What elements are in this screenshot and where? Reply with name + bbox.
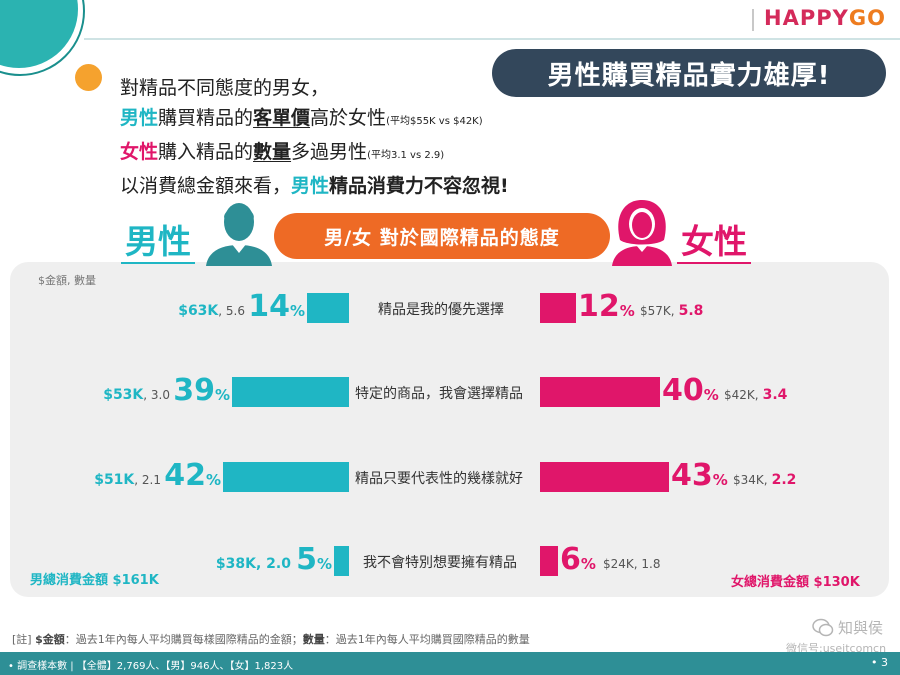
- men-amount: $38K, 2.0: [215, 556, 291, 572]
- women-percent-label: 40%: [662, 373, 719, 408]
- percent-sign: %: [289, 302, 305, 320]
- unit-label: $金額, 數量: [38, 274, 96, 287]
- women-amount: $42K,: [724, 388, 759, 402]
- men-percent-value: 5: [296, 542, 317, 577]
- women-bar: [540, 377, 660, 407]
- watermark-subtitle: 微信号:useitcomcn: [786, 642, 887, 655]
- women-count: 5.8: [678, 303, 704, 319]
- happygo-logo: HAPPYGO: [764, 6, 886, 30]
- women-percent-value: 40: [662, 373, 704, 408]
- percent-sign: %: [703, 386, 719, 404]
- bullet-dot: [75, 64, 102, 91]
- header-divider: [84, 38, 900, 40]
- men-percent-label: 39%: [173, 373, 230, 408]
- women-total: 女總消費金額 $130K: [731, 575, 860, 590]
- men-amount-label: $63K, 5.6: [178, 303, 245, 319]
- women-percent-label: 12%: [578, 289, 635, 324]
- men-total: 男總消費金額 $161K: [30, 573, 159, 588]
- women-amount: $57K,: [640, 304, 675, 318]
- chart-panel: [10, 262, 889, 597]
- intro-line-4: 以消費總金額來看，男性精品消費力不容忽視!: [120, 175, 509, 197]
- intro-line-3: 女性購入精品的數量多過男性(平均3.1 vs 2.9): [120, 141, 445, 163]
- men-count: , 2.1: [134, 473, 161, 487]
- women-percent-value: 43: [671, 458, 713, 493]
- women-percent-value: 12: [578, 289, 620, 324]
- women-percent-value: 6: [560, 542, 581, 577]
- men-bar: [232, 377, 349, 407]
- men-bar: [223, 462, 349, 492]
- percent-sign: %: [214, 386, 230, 404]
- men-percent-value: 39: [173, 373, 215, 408]
- men-amount: $53K: [103, 387, 144, 403]
- men-amount-label: $38K, 2.0: [216, 556, 291, 572]
- intro-text: 對精品不同態度的男女， 男性購買精品的客單價高於女性(平均$55K vs $42…: [120, 73, 509, 201]
- women-amount: $34K,: [733, 473, 768, 487]
- man-icon: [206, 203, 272, 266]
- wechat-icon: [812, 618, 834, 637]
- headline-badge: 男性購買精品實力雄厚!: [492, 49, 886, 97]
- men-amount-label: $51K, 2.1: [94, 472, 161, 488]
- logo-separator: [752, 9, 754, 31]
- men-bar: [307, 293, 349, 323]
- women-amount-label: $24K, 1.8: [603, 556, 665, 572]
- watermark-title: 知與侯: [838, 619, 884, 637]
- women-count: 2.2: [771, 472, 797, 488]
- men-title: 男性: [121, 222, 195, 264]
- intro-line-1: 對精品不同態度的男女，: [120, 77, 330, 99]
- women-percent-label: 6%: [560, 542, 596, 577]
- category-label: 精品只要代表性的幾樣就好: [355, 471, 523, 487]
- men-bar: [334, 546, 349, 576]
- men-percent-value: 14: [248, 289, 290, 324]
- percent-sign: %: [712, 471, 728, 489]
- chart-title-pill: 男/女 對於國際精品的態度: [274, 213, 610, 259]
- category-label: 特定的商品，我會選擇精品: [355, 386, 523, 402]
- women-title: 女性: [677, 222, 751, 264]
- women-bar: [540, 293, 576, 323]
- women-count: 3.4: [762, 387, 788, 403]
- men-count: , 5.6: [218, 304, 245, 318]
- men-percent-value: 42: [164, 458, 206, 493]
- category-label: 我不會特別想要擁有精品: [363, 555, 517, 571]
- sample-size: • 調查樣本數 | 【全體】2,769人、【男】946人、【女】1,823人: [8, 661, 294, 672]
- decorative-circle: [0, 0, 78, 68]
- percent-sign: %: [580, 555, 596, 573]
- category-label: 精品是我的優先選擇: [378, 302, 504, 318]
- men-percent-label: 14%: [248, 289, 305, 324]
- percent-sign: %: [316, 555, 332, 573]
- percent-sign: %: [205, 471, 221, 489]
- women-bar: [540, 462, 669, 492]
- men-amount: $63K: [178, 303, 219, 319]
- men-percent-label: 5%: [296, 542, 332, 577]
- men-amount-label: $53K, 3.0: [103, 387, 170, 403]
- men-amount: $51K: [94, 472, 135, 488]
- men-count: , 3.0: [143, 388, 170, 402]
- men-percent-label: 42%: [164, 458, 221, 493]
- page-number: • 3: [871, 656, 888, 669]
- footnote: [註] $金額：過去1年內每人平均購買每樣國際精品的金額；數量：過去1年內每人平…: [12, 633, 530, 646]
- women-amount-label: $42K, 3.4: [724, 387, 787, 403]
- woman-icon: [612, 200, 672, 266]
- footer-bar: [0, 652, 900, 675]
- women-bar: [540, 546, 558, 576]
- percent-sign: %: [619, 302, 635, 320]
- women-percent-label: 43%: [671, 458, 728, 493]
- intro-line-2: 男性購買精品的客單價高於女性(平均$55K vs $42K): [120, 107, 483, 129]
- women-amount-label: $57K, 5.8: [640, 303, 703, 319]
- women-amount: $24K, 1.8: [603, 557, 661, 571]
- women-amount-label: $34K, 2.2: [733, 472, 796, 488]
